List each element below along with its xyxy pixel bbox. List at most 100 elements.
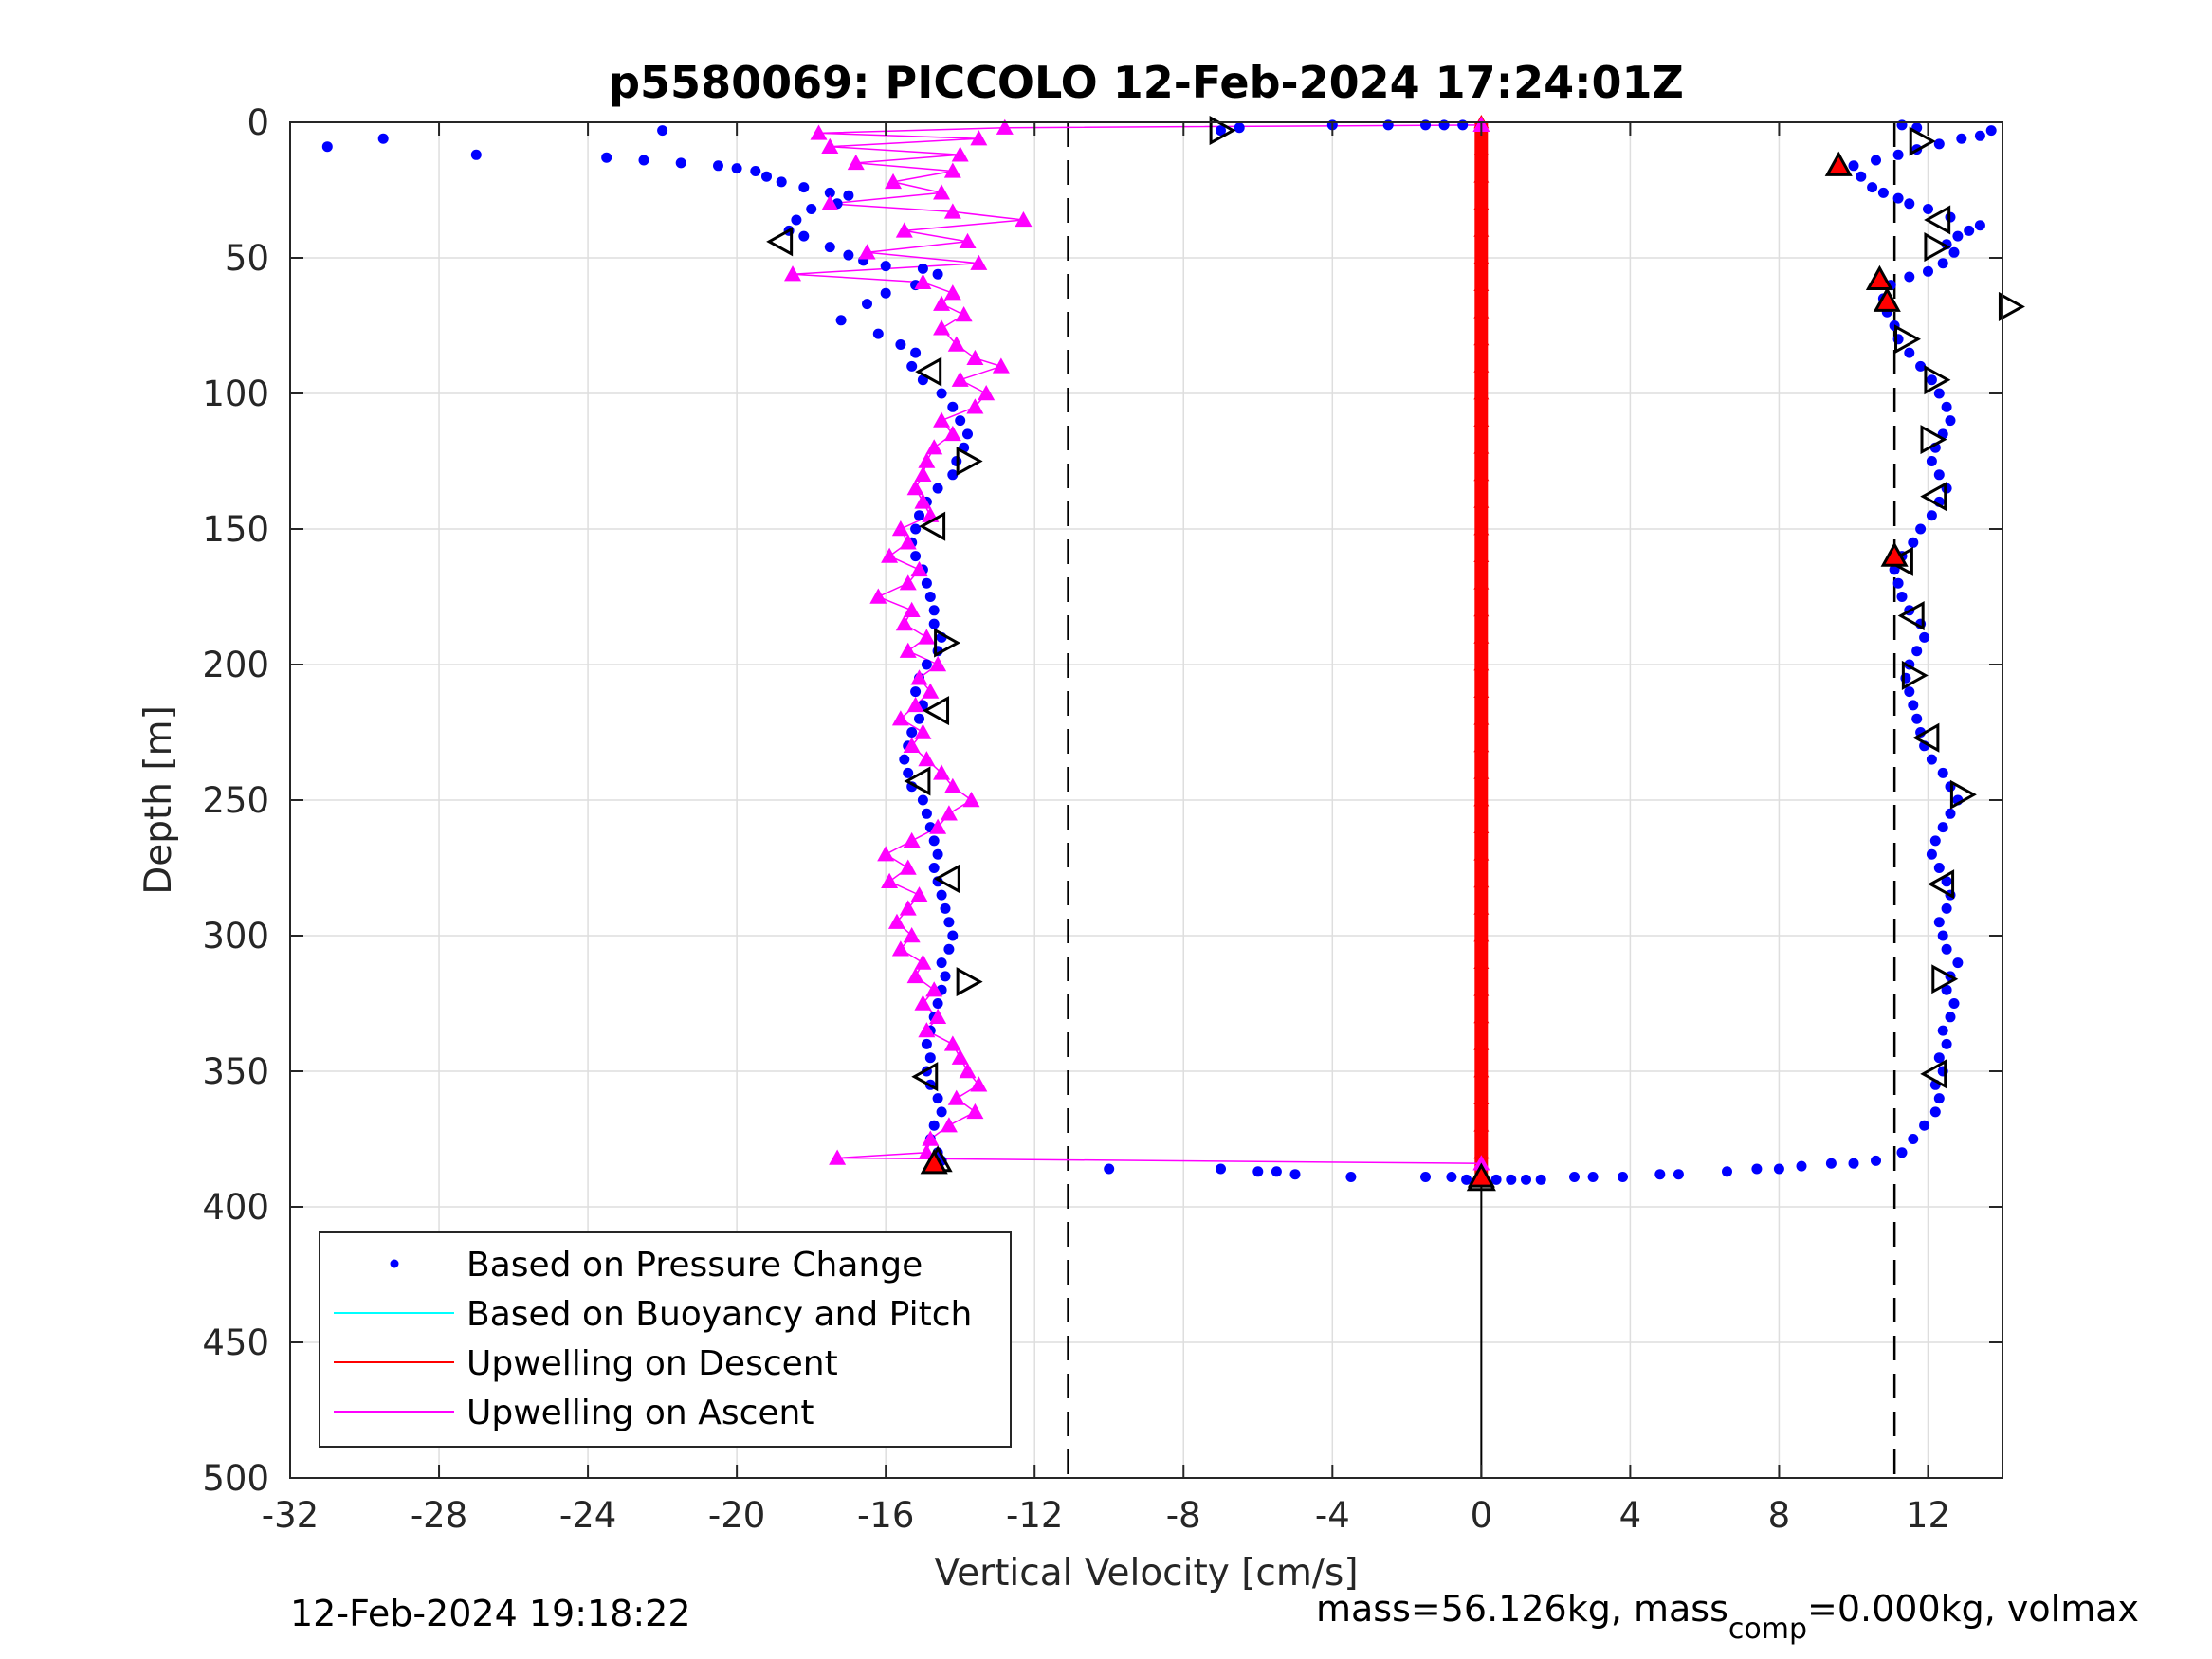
y-tick-label: 0 [247, 102, 269, 143]
pressure-point [1848, 160, 1859, 172]
ascent-point [903, 831, 921, 848]
pressure-point [1904, 198, 1915, 210]
pressure-point [1506, 1174, 1517, 1185]
ascent-point [933, 319, 951, 336]
buoyancy-marker [1924, 205, 1951, 235]
ascent-point [966, 398, 984, 414]
pressure-point [1271, 1166, 1282, 1177]
pressure-point [1933, 863, 1945, 873]
pressure-point [955, 415, 966, 427]
pressure-point [713, 160, 723, 172]
pressure-point [1848, 1158, 1859, 1169]
pressure-point [1908, 1134, 1919, 1144]
descent-point [1473, 1144, 1490, 1159]
pressure-point [1941, 984, 1952, 995]
y-axis-label: Depth [m] [137, 705, 180, 895]
descent-point [1473, 602, 1490, 617]
ascent-point [966, 1103, 984, 1120]
descent-point [1473, 412, 1490, 427]
pressure-point [1896, 592, 1908, 602]
pressure-point [921, 659, 932, 670]
pressure-point [1654, 1169, 1666, 1180]
ascent-point [821, 137, 839, 154]
ascent-point [951, 146, 969, 162]
ascent-point [914, 994, 932, 1011]
ascent-point [906, 480, 924, 496]
ascent-point [925, 981, 943, 997]
descent-point [1473, 711, 1490, 725]
ascent-point [933, 184, 951, 200]
pressure-point [910, 523, 922, 535]
descent-point [1473, 1009, 1490, 1024]
pressure-point [377, 133, 389, 144]
x-tick-label: 4 [1619, 1495, 1642, 1536]
pressure-point [1825, 1158, 1837, 1169]
ascent-point [940, 805, 958, 821]
pressure-point [947, 930, 959, 941]
pressure-point [903, 767, 914, 778]
ascent-point [885, 173, 903, 190]
pressure-point [1952, 230, 1964, 242]
ascent-point [929, 656, 947, 672]
ascent-point [966, 349, 984, 366]
ascent-point [933, 764, 951, 780]
ascent-point [914, 493, 932, 509]
legend-label: Upwelling on Descent [466, 1344, 838, 1383]
pressure-point [940, 971, 951, 982]
ascent-point [951, 1048, 969, 1065]
pressure-point [1420, 1172, 1431, 1182]
pressure-point [601, 152, 612, 163]
buoyancy-marker [1897, 600, 1925, 631]
ascent-point [887, 913, 905, 929]
pressure-point [906, 360, 918, 372]
descent-point [1473, 521, 1490, 536]
pressure-point [750, 166, 761, 176]
ascent-point [929, 818, 947, 834]
ascent-point [943, 1035, 961, 1051]
pressure-point [843, 190, 854, 201]
ascent-point [918, 751, 936, 767]
pressure-point [1933, 388, 1945, 399]
pressure-point [1871, 1155, 1881, 1166]
descent-point [1473, 982, 1490, 996]
pressure-point [1956, 133, 1967, 144]
pressure-point [1985, 125, 1997, 137]
ascent-point [970, 1076, 988, 1092]
series-layer [321, 115, 2025, 1192]
ascent-point [943, 777, 961, 793]
buoyancy-marker [1909, 126, 1936, 156]
pressure-point [1892, 149, 1904, 160]
y-tick-label: 300 [202, 916, 269, 957]
descent-point [1473, 1090, 1490, 1104]
pressure-point [1751, 1163, 1763, 1175]
descent-point [1473, 169, 1490, 183]
descent-point [1473, 1036, 1490, 1050]
pressure-point [917, 263, 928, 274]
upwelling-marker [1824, 151, 1853, 176]
x-tick-label: 8 [1768, 1495, 1791, 1536]
legend-label: Based on Pressure Change [466, 1246, 923, 1285]
ascent-point [959, 1063, 977, 1079]
pressure-point [928, 1120, 940, 1131]
ascent-point [810, 124, 828, 140]
pressure-point [936, 1106, 947, 1118]
pressure-point [1937, 822, 1948, 833]
pressure-point [1915, 523, 1927, 535]
footer-timestamp: 12-Feb-2024 19:18:22 [290, 1593, 691, 1634]
pressure-point [880, 287, 891, 299]
ascent-point [970, 254, 988, 270]
legend-label: Based on Buoyancy and Pitch [466, 1295, 972, 1334]
pressure-point [1904, 271, 1915, 283]
pressure-point [1911, 646, 1923, 657]
pressure-point [1974, 130, 1985, 141]
pressure-point [921, 1038, 932, 1049]
pressure-point [1941, 876, 1952, 887]
mass-subscript: comp [1728, 1613, 1807, 1646]
ascent-point [933, 295, 951, 311]
x-tick-label: -4 [1315, 1495, 1350, 1536]
ascent-point [922, 1130, 940, 1146]
x-tick-label: 12 [1906, 1495, 1950, 1536]
buoyancy-marker [934, 628, 961, 658]
pressure-point [1896, 1147, 1908, 1158]
buoyancy-marker [1894, 324, 1922, 355]
